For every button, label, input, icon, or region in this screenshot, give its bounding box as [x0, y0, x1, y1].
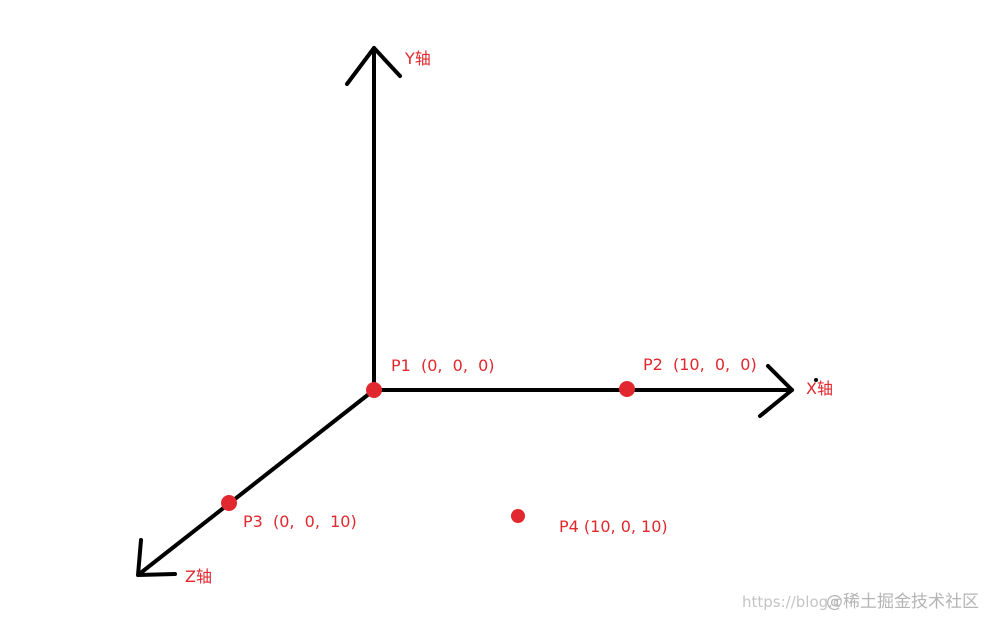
point-p1	[366, 382, 382, 398]
point-label-p2: P2 (10, 0, 0)	[643, 355, 757, 374]
z-axis-label: Z轴	[185, 567, 212, 586]
z-axis-line	[136, 388, 376, 577]
watermark-url: https://blog.c	[742, 593, 842, 611]
y-axis-arrowhead	[345, 46, 402, 86]
z-axis-arrowhead	[136, 538, 177, 577]
point-label-p3: P3 (0, 0, 10)	[243, 512, 357, 531]
watermark-text: @稀土掘金技术社区	[826, 592, 979, 612]
point-label-p4: P4 (10, 0, 10)	[559, 517, 668, 536]
point-p4	[511, 509, 525, 523]
point-label-p1: P1 (0, 0, 0)	[391, 356, 495, 375]
point-p3	[221, 495, 237, 511]
x-axis-arrowhead	[758, 364, 794, 418]
point-p2	[619, 381, 635, 397]
y-axis-label: Y轴	[405, 49, 431, 68]
x-axis-label: X轴	[806, 379, 833, 398]
stray-dot	[814, 378, 818, 382]
